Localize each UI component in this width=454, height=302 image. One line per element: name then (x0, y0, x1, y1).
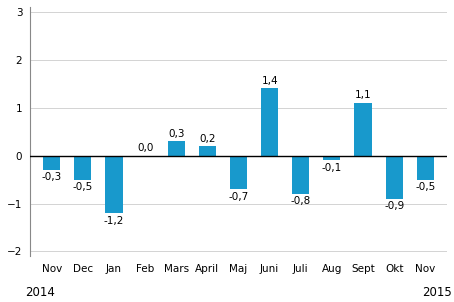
Bar (168, 141, 185, 156)
Text: 2014: 2014 (25, 286, 55, 299)
Bar (74, 156, 91, 180)
Text: -1,2: -1,2 (104, 216, 124, 226)
Bar (292, 156, 309, 194)
Bar (385, 156, 403, 199)
Bar (417, 156, 434, 180)
Bar (43, 156, 60, 170)
Bar (105, 156, 123, 213)
Text: -0,5: -0,5 (73, 182, 93, 192)
Text: -0,3: -0,3 (42, 172, 62, 182)
Bar (323, 156, 340, 160)
Bar (199, 146, 216, 156)
Text: -0,5: -0,5 (415, 182, 435, 192)
Text: 2015: 2015 (422, 286, 452, 299)
Text: 1,1: 1,1 (355, 90, 371, 101)
Text: -0,1: -0,1 (322, 163, 342, 173)
Text: -0,9: -0,9 (384, 201, 404, 211)
Bar (355, 103, 371, 156)
Bar (230, 156, 247, 189)
Text: 1,4: 1,4 (262, 76, 278, 86)
Text: -0,7: -0,7 (228, 191, 249, 201)
Bar (261, 88, 278, 156)
Text: 0,3: 0,3 (168, 129, 184, 139)
Text: 0,0: 0,0 (137, 143, 153, 153)
Text: -0,8: -0,8 (291, 196, 311, 206)
Text: 0,2: 0,2 (199, 133, 216, 143)
